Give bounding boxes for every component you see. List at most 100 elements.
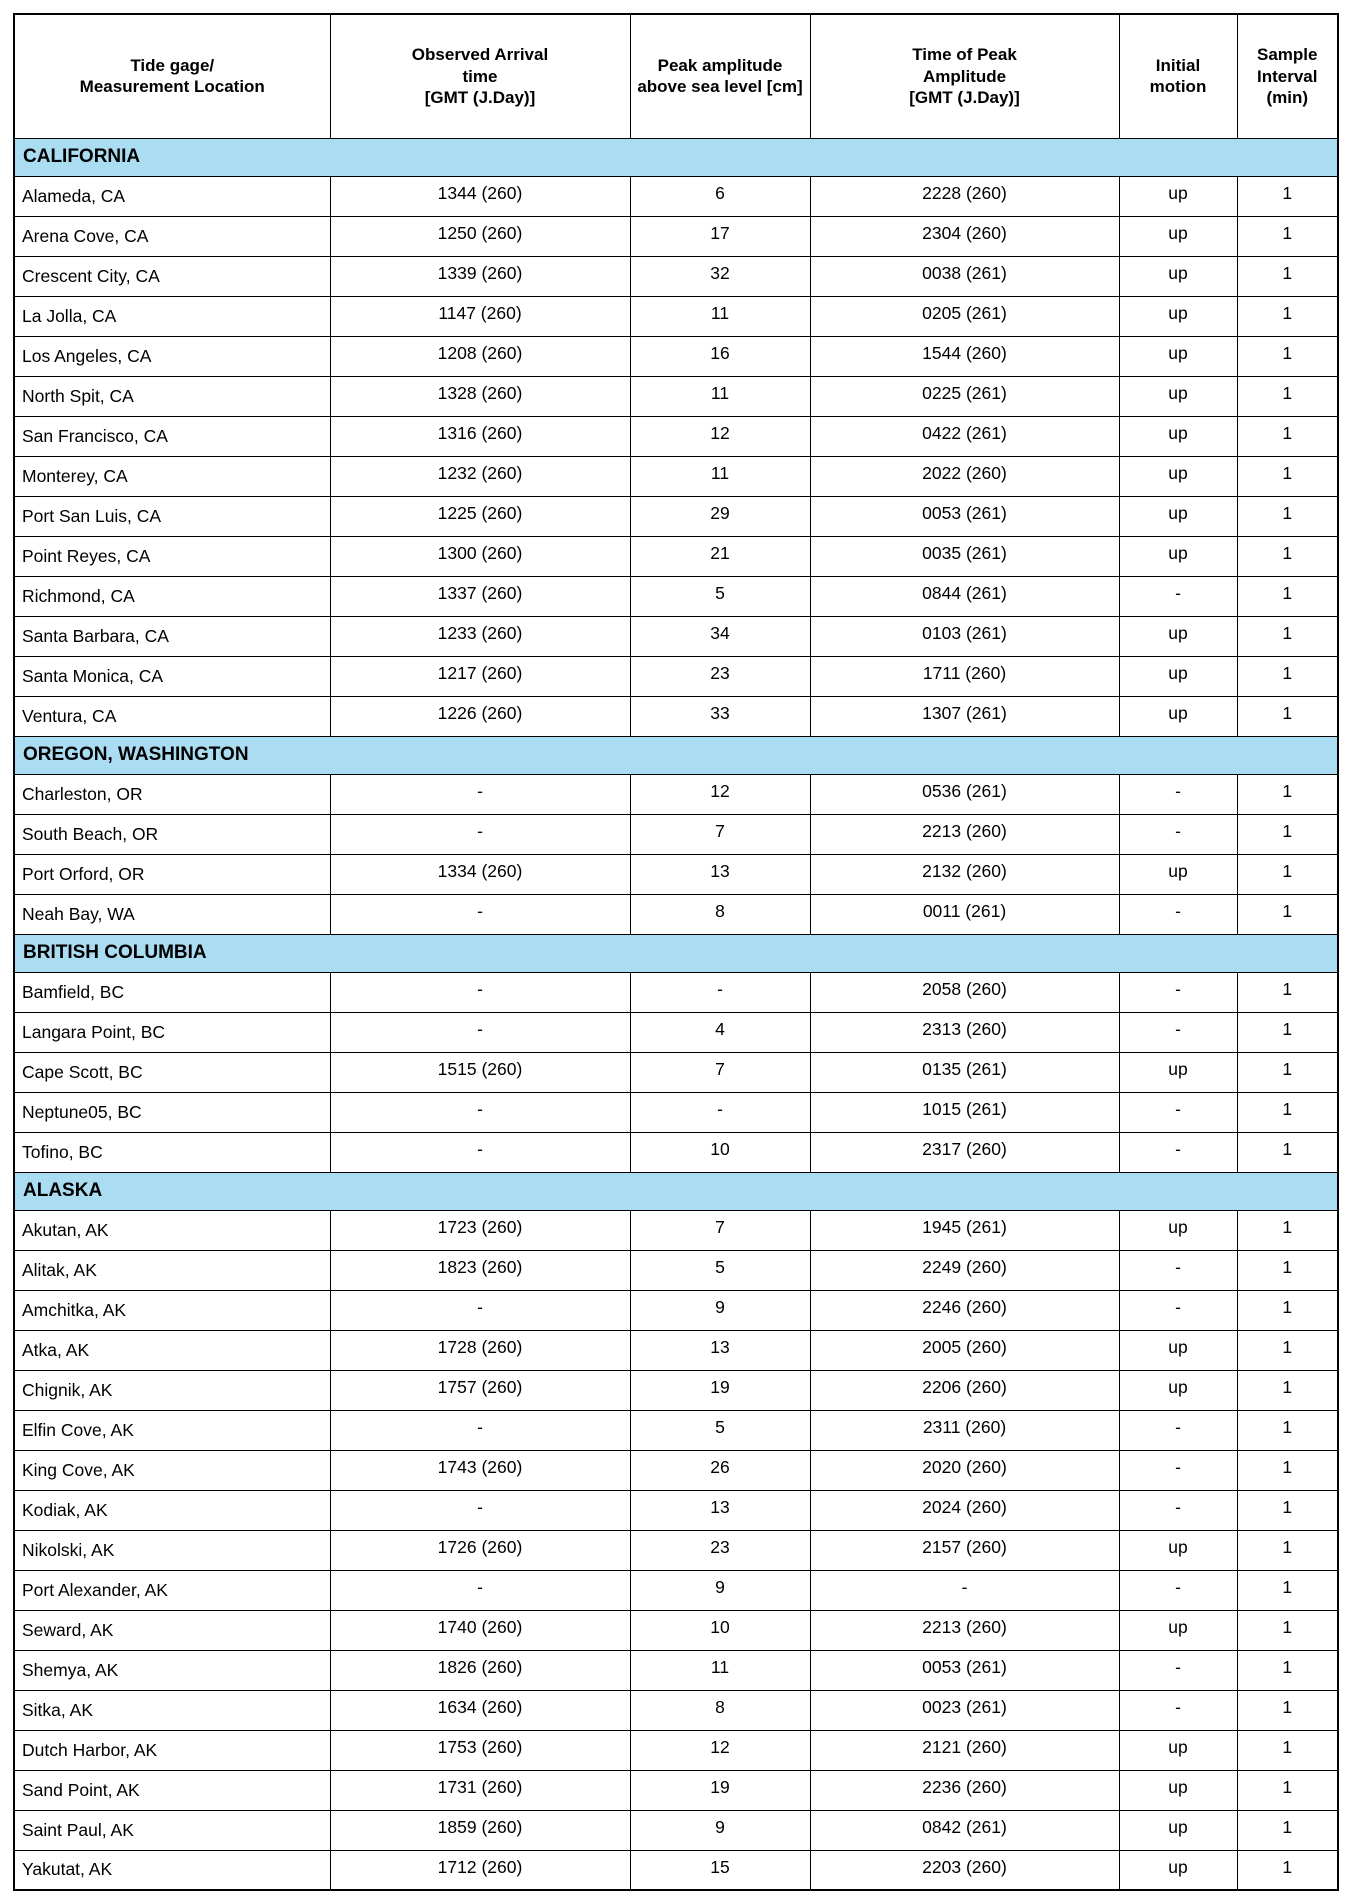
col-header-time-of-peak-amplitude: Time of Peak Amplitude [GMT (J.Day)] [809, 13, 1120, 139]
value-cell: - [1118, 1091, 1238, 1133]
table-row: Langara Point, BC -4 2313 (260) -1 [13, 1011, 1339, 1053]
table-row: Bamfield, BC - -2058 (260) -1 [13, 971, 1339, 1013]
table-row: San Francisco, CA 1316 (260) 12 0422 (261) u… [13, 415, 1339, 457]
value-cell: 1339 (260) [329, 255, 631, 297]
location-cell: Port Orford, OR [13, 853, 331, 895]
value-cell: 1 [1236, 1449, 1339, 1491]
location-cell: Santa Monica, CA [13, 655, 331, 697]
value-cell: 1 [1236, 853, 1339, 895]
value-cell: - [1118, 893, 1238, 935]
value-cell: 13 [629, 1329, 811, 1371]
value-cell: - [329, 1131, 631, 1173]
value-cell: 17 [629, 215, 811, 257]
location-cell: Crescent City, CA [13, 255, 331, 297]
value-cell: 1 [1236, 1529, 1339, 1571]
value-cell: 2317 (260) [809, 1131, 1120, 1173]
value-cell: 1232 (260) [329, 455, 631, 497]
value-cell: 9 [629, 1569, 811, 1611]
table-row: Elfin Cove, AK -5 2311 (260) -1 [13, 1409, 1339, 1451]
value-cell: - [1118, 813, 1238, 855]
value-cell: 5 [629, 1249, 811, 1291]
value-cell: 2022 (260) [809, 455, 1120, 497]
table-row: Atka, AK 1728 (260) 13 2005 (260) up 1 [13, 1329, 1339, 1371]
location-cell: Arena Cove, CA [13, 215, 331, 257]
value-cell: 11 [629, 1649, 811, 1691]
table-row: Richmond, CA 1337 (260) 5 0844 (261) -1 [13, 575, 1339, 617]
value-cell: 1147 (260) [329, 295, 631, 337]
value-cell: 1826 (260) [329, 1649, 631, 1691]
value-cell: 12 [629, 773, 811, 815]
value-cell: 10 [629, 1131, 811, 1173]
value-cell: up [1118, 255, 1238, 297]
value-cell: - [329, 1289, 631, 1331]
value-cell: 2005 (260) [809, 1329, 1120, 1371]
value-cell: 1226 (260) [329, 695, 631, 737]
section-header-row: CALIFORNIA [13, 137, 1339, 177]
value-cell: 29 [629, 495, 811, 537]
table-row: Port Orford, OR 1334 (260) 13 2132 (260) up 1 [13, 853, 1339, 895]
value-cell: 9 [629, 1289, 811, 1331]
value-cell: 2203 (260) [809, 1849, 1120, 1891]
value-cell: up [1118, 1329, 1238, 1371]
location-cell: Saint Paul, AK [13, 1809, 331, 1851]
value-cell: 1 [1236, 215, 1339, 257]
value-cell: 0011 (261) [809, 893, 1120, 935]
table-row: Neptune05, BC - -1015 (261) -1 [13, 1091, 1339, 1133]
table-row: King Cove, AK 1743 (260) 26 2020 (260) -1 [13, 1449, 1339, 1491]
value-cell: up [1118, 1209, 1238, 1251]
col-header-sample-interval: Sample Interval (min) [1236, 13, 1339, 139]
value-cell: 1 [1236, 1609, 1339, 1651]
value-cell: 1 [1236, 1011, 1339, 1053]
value-cell: - [1118, 1449, 1238, 1491]
value-cell: 1 [1236, 1409, 1339, 1451]
value-cell: 1250 (260) [329, 215, 631, 257]
location-cell: Sand Point, AK [13, 1769, 331, 1811]
value-cell: 12 [629, 1729, 811, 1771]
location-cell: North Spit, CA [13, 375, 331, 417]
value-cell: up [1118, 655, 1238, 697]
value-cell: 7 [629, 1051, 811, 1093]
location-cell: Kodiak, AK [13, 1489, 331, 1531]
value-cell: - [1118, 575, 1238, 617]
value-cell: 1859 (260) [329, 1809, 631, 1851]
col-header-initial-motion: Initial motion [1118, 13, 1238, 139]
table-row: Tofino, BC -10 2317 (260) -1 [13, 1131, 1339, 1173]
table-row: Alitak, AK 1823 (260) 5 2249 (260) -1 [13, 1249, 1339, 1291]
location-cell: Neah Bay, WA [13, 893, 331, 935]
value-cell: 1 [1236, 1649, 1339, 1691]
value-cell: up [1118, 375, 1238, 417]
value-cell: 1 [1236, 1729, 1339, 1771]
value-cell: up [1118, 215, 1238, 257]
value-cell: up [1118, 1729, 1238, 1771]
value-cell: 1728 (260) [329, 1329, 631, 1371]
value-cell: 1 [1236, 1329, 1339, 1371]
value-cell: 1 [1236, 773, 1339, 815]
value-cell: 0842 (261) [809, 1809, 1120, 1851]
value-cell: - [329, 773, 631, 815]
location-cell: Point Reyes, CA [13, 535, 331, 577]
value-cell: - [1118, 1649, 1238, 1691]
value-cell: 1344 (260) [329, 175, 631, 217]
value-cell: 13 [629, 1489, 811, 1531]
value-cell: 1753 (260) [329, 1729, 631, 1771]
value-cell: 5 [629, 1409, 811, 1451]
value-cell: 2020 (260) [809, 1449, 1120, 1491]
value-cell: 1 [1236, 175, 1339, 217]
table-row: Yakutat, AK 1712 (260) 15 2203 (260) up 1 [13, 1849, 1339, 1891]
value-cell: up [1118, 1769, 1238, 1811]
location-cell: South Beach, OR [13, 813, 331, 855]
value-cell: 16 [629, 335, 811, 377]
value-cell: 2121 (260) [809, 1729, 1120, 1771]
location-cell: Amchitka, AK [13, 1289, 331, 1331]
location-cell: Dutch Harbor, AK [13, 1729, 331, 1771]
table-row: Monterey, CA 1232 (260) 11 2022 (260) up 1 [13, 455, 1339, 497]
value-cell: up [1118, 535, 1238, 577]
value-cell: 2206 (260) [809, 1369, 1120, 1411]
value-cell: 11 [629, 375, 811, 417]
location-cell: Nikolski, AK [13, 1529, 331, 1571]
location-cell: Akutan, AK [13, 1209, 331, 1251]
value-cell: up [1118, 1051, 1238, 1093]
section-header-label: CALIFORNIA [13, 137, 1339, 177]
section-header-row: ALASKA [13, 1171, 1339, 1211]
location-cell: Alitak, AK [13, 1249, 331, 1291]
